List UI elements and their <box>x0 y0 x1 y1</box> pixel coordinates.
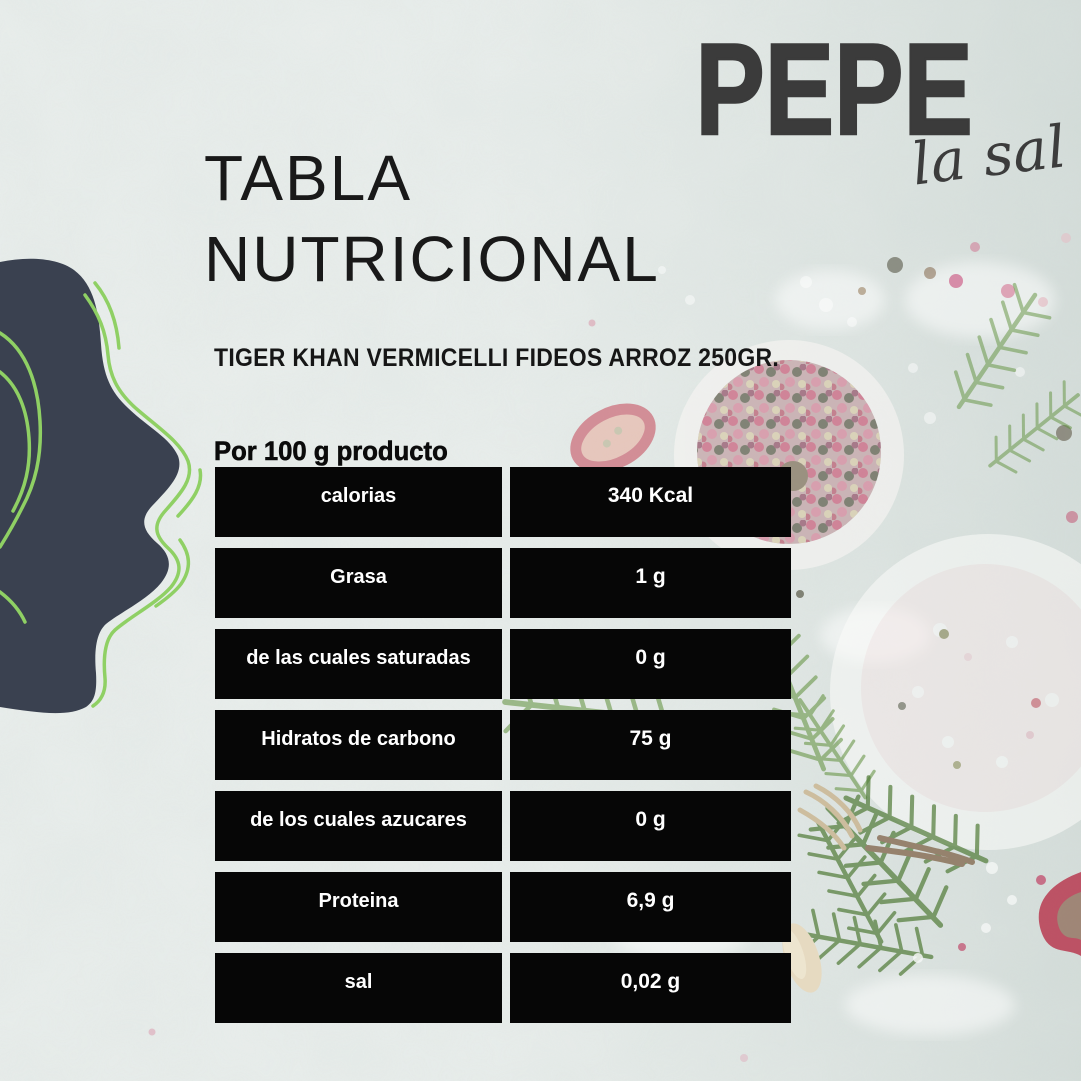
woody-stem <box>865 835 975 867</box>
table-row-salt: sal 0,02 g <box>215 953 791 1023</box>
page-title: TABLA NUTRICIONAL <box>204 138 660 300</box>
nutrient-label-cell: de las cuales saturadas <box>215 629 502 699</box>
chili-slice-photo <box>570 403 656 473</box>
nutrient-label-cell: sal <box>215 953 502 1023</box>
table-row-calories: calorias 340 Kcal <box>215 467 791 537</box>
table-row-fat: Grasa 1 g <box>215 548 791 618</box>
nutrient-label-cell: calorias <box>215 467 502 537</box>
nutrient-value-cell: 75 g <box>510 710 791 780</box>
nutrient-value-cell: 0 g <box>510 629 791 699</box>
nutrient-label-cell: Grasa <box>215 548 502 618</box>
chili-piece-corner-photo <box>1036 872 1081 956</box>
nutrient-value-cell: 0 g <box>510 791 791 861</box>
brand-name: PEPE <box>695 16 974 162</box>
brand-logo: PEPE <box>626 16 974 162</box>
twine-photo <box>797 783 863 851</box>
rosemary-bundle-photo <box>782 765 1017 993</box>
green-squiggle-lines <box>0 281 203 708</box>
stray-specks <box>148 319 748 1062</box>
page-title-line2: NUTRICIONAL <box>204 223 660 295</box>
serving-size-label: Por 100 g producto <box>214 436 448 467</box>
table-row-protein: Proteina 6,9 g <box>215 872 791 942</box>
nutrient-value-cell: 6,9 g <box>510 872 791 942</box>
nutrient-value-cell: 1 g <box>510 548 791 618</box>
nutrient-label-cell: Hidratos de carbono <box>215 710 502 780</box>
salt-bowl-photo <box>830 534 1081 850</box>
nutrient-label-cell: Proteina <box>215 872 502 942</box>
nutrient-value-cell: 340 Kcal <box>510 467 791 537</box>
table-row-sugars: de los cuales azucares 0 g <box>215 791 791 861</box>
ink-blob-decoration <box>0 258 203 714</box>
table-row-carbohydrates: Hidratos de carbono 75 g <box>215 710 791 780</box>
nutrient-label-cell: de los cuales azucares <box>215 791 502 861</box>
nutrient-value-cell: 0,02 g <box>510 953 791 1023</box>
scattered-peppercorns-photo <box>658 233 1078 523</box>
nutrition-table: calorias 340 Kcal Grasa 1 g de las cuale… <box>215 467 791 1023</box>
product-name: TIGER KHAN VERMICELLI FIDEOS ARROZ 250GR… <box>214 344 780 372</box>
table-row-saturated-fat: de las cuales saturadas 0 g <box>215 629 791 699</box>
page-title-line1: TABLA <box>204 142 412 214</box>
